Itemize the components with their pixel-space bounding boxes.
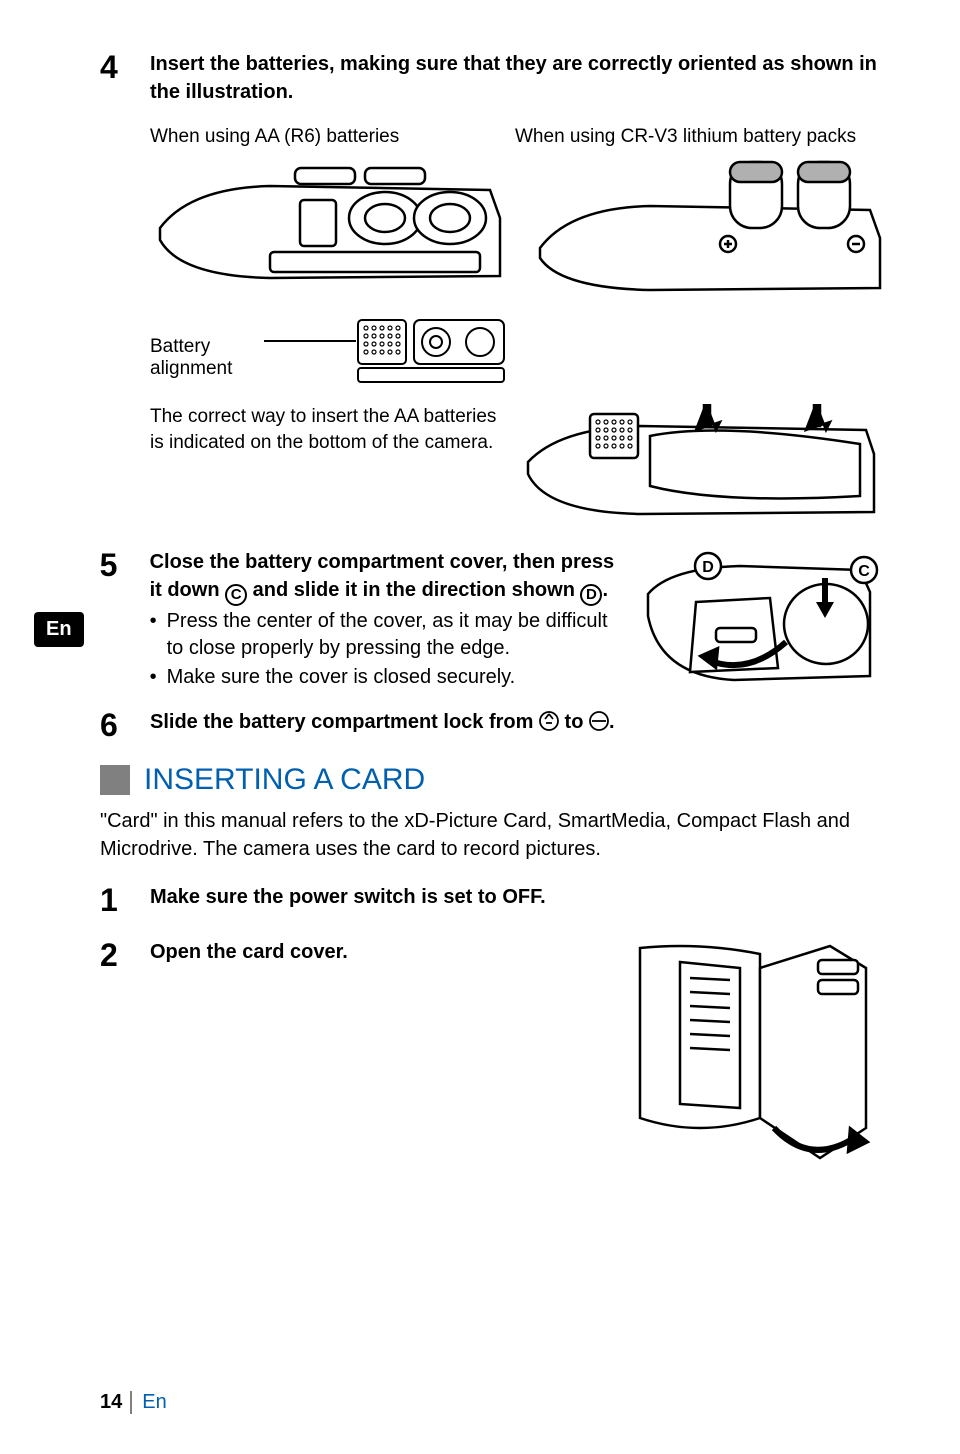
step-5-body: Close the battery compartment cover, the… — [150, 548, 624, 698]
page-footer: 14 En — [100, 1391, 167, 1414]
step6-after: . — [609, 711, 615, 733]
step5-bullet1: Press the center of the cover, as it may… — [167, 608, 624, 662]
step-2b-number: 2 — [100, 938, 150, 973]
alignment-diagram-right — [520, 404, 880, 524]
step-6-text: Slide the battery compartment lock from … — [150, 708, 880, 743]
step5-bullets: Press the center of the cover, as it may… — [150, 608, 624, 691]
section-desc: "Card" in this manual refers to the xD-P… — [100, 807, 880, 863]
footer-lang: En — [130, 1391, 166, 1414]
crv3-label: When using CR-V3 lithium battery packs — [515, 126, 880, 148]
battery-diagrams-row — [150, 158, 880, 298]
language-badge: En — [34, 612, 84, 647]
step-1b-text: Make sure the power switch is set to OFF… — [150, 883, 880, 918]
step6-to: to — [559, 711, 589, 733]
step-2b: 2 Open the card cover. — [100, 938, 880, 1178]
step-6: 6 Slide the battery compartment lock fro… — [100, 708, 880, 743]
step-4: 4 Insert the batteries, making sure that… — [100, 50, 880, 106]
svg-text:D: D — [702, 559, 714, 576]
alignment-diagram-left — [264, 316, 514, 386]
step-4-number: 4 — [100, 50, 150, 106]
step5-bullet2: Make sure the cover is closed securely. — [167, 664, 516, 691]
aa-label: When using AA (R6) batteries — [150, 126, 515, 148]
page-number: 14 — [100, 1391, 122, 1414]
step-4-text: Insert the batteries, making sure that t… — [150, 50, 880, 106]
lock-open-icon — [539, 711, 559, 731]
battery-type-labels: When using AA (R6) batteries When using … — [150, 126, 880, 148]
section-title-text: INSERTING A CARD — [144, 763, 425, 797]
alignment-caption-row: The correct way to insert the AA batteri… — [150, 404, 880, 524]
step6-before: Slide the battery compartment lock from — [150, 711, 539, 733]
lock-closed-icon — [589, 711, 609, 731]
alignment-row: Battery alignment — [150, 316, 880, 386]
step5-bold-mid: and slide it in the direction shown — [247, 579, 580, 601]
section-title: INSERTING A CARD — [100, 763, 880, 797]
circle-letter-d: D — [580, 584, 602, 606]
step-5-row: En 5 Close the battery compartment cover… — [100, 548, 880, 698]
step-1b-number: 1 — [100, 883, 150, 918]
crv3-diagram — [530, 158, 890, 298]
step-2b-text: Open the card cover. — [150, 938, 620, 966]
circle-letter-c: C — [225, 584, 247, 606]
alignment-caption: The correct way to insert the AA batteri… — [150, 404, 500, 524]
step-6-number: 6 — [100, 708, 150, 743]
svg-text:C: C — [858, 563, 870, 580]
step5-bold-after: . — [602, 579, 608, 601]
aa-diagram — [150, 158, 510, 298]
card-cover-diagram — [620, 938, 880, 1178]
step-5-number: 5 — [100, 548, 150, 583]
step-1b: 1 Make sure the power switch is set to O… — [100, 883, 880, 918]
step5-diagram: D C — [640, 548, 880, 698]
alignment-label: Battery alignment — [150, 316, 250, 380]
